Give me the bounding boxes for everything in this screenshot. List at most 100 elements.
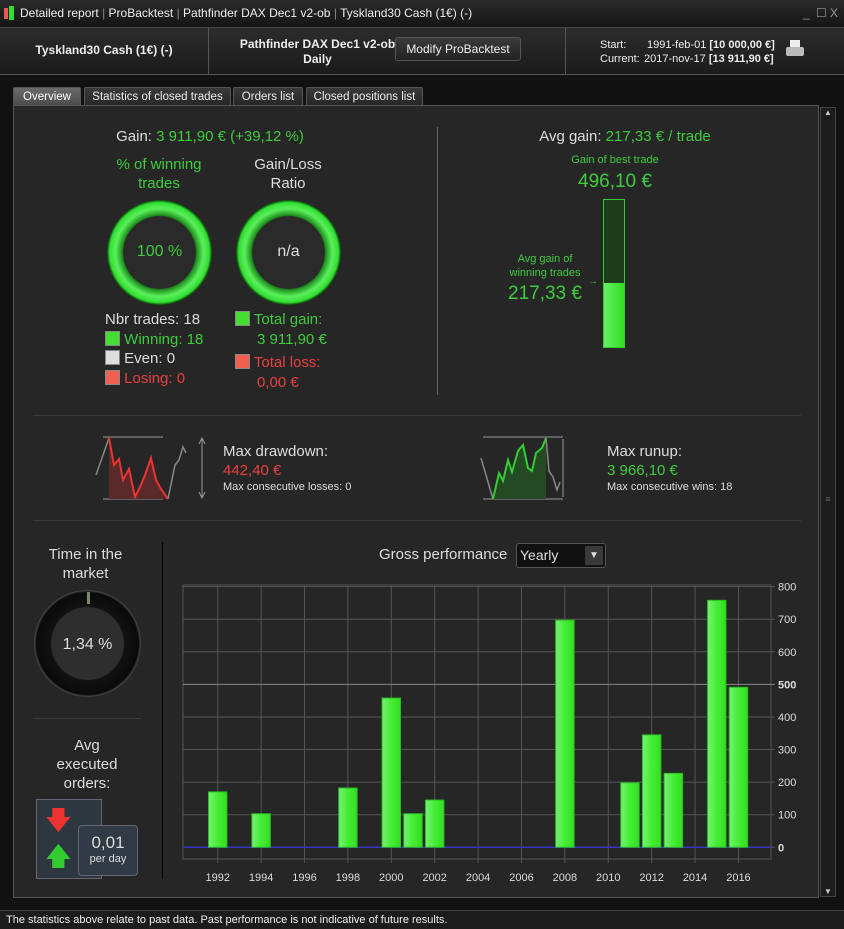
start-date: 1991-feb-01 bbox=[647, 39, 707, 51]
tab-closed-positions[interactable]: Closed positions list bbox=[306, 87, 423, 106]
tab-orders-list[interactable]: Orders list bbox=[233, 87, 303, 106]
max-drawdown-value: 442,40 € bbox=[223, 462, 282, 479]
gain-value: 3 911,90 € (+39,12 %) bbox=[156, 128, 304, 145]
avg-orders-value: 0,01 bbox=[91, 833, 125, 852]
bar-2012 bbox=[641, 734, 662, 848]
best-trade-value: 496,10 € bbox=[578, 171, 652, 192]
x-tick-label: 2008 bbox=[553, 872, 577, 884]
even-count: Even: 0 bbox=[124, 350, 176, 367]
close-button[interactable]: X bbox=[830, 6, 839, 20]
avg-gain-fill bbox=[604, 282, 624, 347]
avg-gain-label: Avg gain: bbox=[539, 128, 602, 145]
x-tick-label: 1996 bbox=[292, 872, 316, 884]
arrow-right-icon: → bbox=[588, 276, 598, 287]
x-tick-label: 2014 bbox=[683, 872, 707, 884]
vertical-scrollbar[interactable]: ▲ ≡ ▼ bbox=[820, 107, 836, 897]
current-label: Current: bbox=[600, 53, 640, 65]
current-date: 2017-nov-17 bbox=[644, 53, 706, 65]
best-trade-label: Gain of best trade bbox=[571, 154, 659, 166]
x-tick-label: 2002 bbox=[422, 872, 446, 884]
chevron-down-icon[interactable]: ▼ bbox=[585, 546, 603, 565]
bar-2002 bbox=[424, 799, 445, 848]
y-tick-label: 300 bbox=[778, 745, 796, 757]
gain-label: Gain: bbox=[116, 128, 152, 145]
arrow-down-icon: 🡇 bbox=[45, 805, 72, 835]
bar-2008 bbox=[555, 619, 575, 848]
period-select[interactable]: Yearly ▼ bbox=[516, 543, 606, 568]
ratio-value: n/a bbox=[277, 243, 300, 260]
nbr-trades: Nbr trades: 18 bbox=[105, 311, 201, 328]
app-icon bbox=[4, 8, 8, 19]
x-tick-label: 2010 bbox=[596, 872, 620, 884]
max-consec-losses: Max consecutive losses: 0 bbox=[223, 481, 352, 493]
avg-orders-label: Avg executed orders: bbox=[56, 737, 118, 792]
best-trade-bar bbox=[603, 199, 625, 348]
bar-2000 bbox=[381, 697, 402, 848]
scroll-grip-icon[interactable]: ≡ bbox=[825, 494, 831, 504]
time-in-market-marker bbox=[87, 592, 90, 604]
gross-performance-label: Gross performance bbox=[379, 546, 508, 563]
bar-1992 bbox=[207, 791, 228, 848]
title-part: ProBacktest bbox=[108, 6, 174, 20]
title-part: Pathfinder DAX Dec1 v2-ob bbox=[183, 6, 331, 20]
ratio-gauge bbox=[236, 200, 341, 305]
period-select-value: Yearly bbox=[520, 547, 559, 563]
winning-swatch bbox=[105, 330, 120, 346]
y-tick-label: 0 bbox=[778, 842, 784, 854]
time-in-market-gauge bbox=[34, 590, 141, 697]
total-gain-swatch bbox=[235, 311, 250, 326]
max-drawdown-label: Max drawdown: bbox=[223, 443, 329, 460]
x-tick-label: 1992 bbox=[205, 872, 229, 884]
runup-chart-icon bbox=[480, 436, 564, 500]
time-in-market-label: Time in the market bbox=[48, 546, 123, 582]
instrument-name: Tyskland30 Cash (1€) (-) bbox=[35, 43, 173, 57]
x-tick-label: 1998 bbox=[336, 872, 360, 884]
winning-value: 100 % bbox=[136, 243, 183, 260]
losing-swatch bbox=[105, 369, 120, 385]
footer-disclaimer: The statistics above relate to past data… bbox=[0, 910, 844, 929]
x-tick-label: 2012 bbox=[639, 872, 663, 884]
y-tick-label: 200 bbox=[778, 777, 796, 789]
tab-overview[interactable]: Overview bbox=[13, 87, 81, 106]
title-part: Tyskland30 Cash (1€) (-) bbox=[340, 6, 473, 20]
y-tick-label: 500 bbox=[778, 679, 796, 691]
losing-count: Losing: 0 bbox=[124, 369, 186, 387]
y-tick-label: 700 bbox=[778, 614, 796, 626]
modify-probacktest-button[interactable]: Modify ProBacktest bbox=[395, 37, 521, 61]
current-value: [13 911,90 €] bbox=[708, 53, 774, 65]
start-label: Start: bbox=[600, 39, 627, 51]
x-tick-label: 1994 bbox=[249, 872, 273, 884]
section-divider bbox=[33, 415, 801, 416]
y-tick-label: 400 bbox=[778, 712, 796, 724]
section-divider bbox=[33, 718, 141, 719]
gain-summary: Gain: 3 911,90 € (+39,12 %) bbox=[80, 128, 340, 145]
total-loss-value: 0,00 € bbox=[257, 373, 299, 391]
strategy-name: Pathfinder DAX Dec1 v2-ob bbox=[239, 37, 396, 51]
gross-performance-chart: 1992 1994 1996 1998 2000 2002 2004 2006 2008 2010… bbox=[182, 582, 796, 884]
y-tick-label: 800 bbox=[778, 582, 796, 594]
print-icon[interactable] bbox=[786, 40, 804, 58]
y-tick-label: 600 bbox=[778, 647, 796, 659]
y-tick-label: 100 bbox=[778, 810, 796, 822]
x-tick-label: 2006 bbox=[509, 872, 533, 884]
bar-2013 bbox=[663, 772, 684, 848]
scroll-down-icon[interactable]: ▼ bbox=[824, 887, 832, 896]
winning-gauge bbox=[107, 200, 212, 305]
avg-gain-value: 217,33 € / trade bbox=[605, 128, 711, 145]
total-loss-label: Total loss: bbox=[253, 354, 321, 371]
total-gain-value: 3 911,90 € bbox=[257, 330, 327, 348]
maximize-button[interactable]: ☐ bbox=[816, 6, 827, 20]
bar-2001 bbox=[403, 813, 423, 848]
minimize-button[interactable]: _ bbox=[803, 6, 810, 20]
avg-winning-label: Avg gain of winning trades bbox=[509, 253, 581, 279]
title-part: Detailed report bbox=[20, 6, 99, 20]
vertical-divider bbox=[437, 127, 438, 395]
time-in-market-value: 1,34 % bbox=[62, 636, 113, 653]
tab-statistics[interactable]: Statistics of closed trades bbox=[84, 87, 231, 106]
avg-orders-unit: per day bbox=[89, 853, 127, 865]
max-runup-value: 3 966,10 € bbox=[607, 462, 678, 479]
scroll-up-icon[interactable]: ▲ bbox=[824, 108, 832, 117]
total-loss-swatch bbox=[235, 354, 250, 369]
bar-1998 bbox=[338, 787, 358, 848]
avg-gain-summary: Avg gain: 217,33 € / trade bbox=[500, 128, 750, 145]
